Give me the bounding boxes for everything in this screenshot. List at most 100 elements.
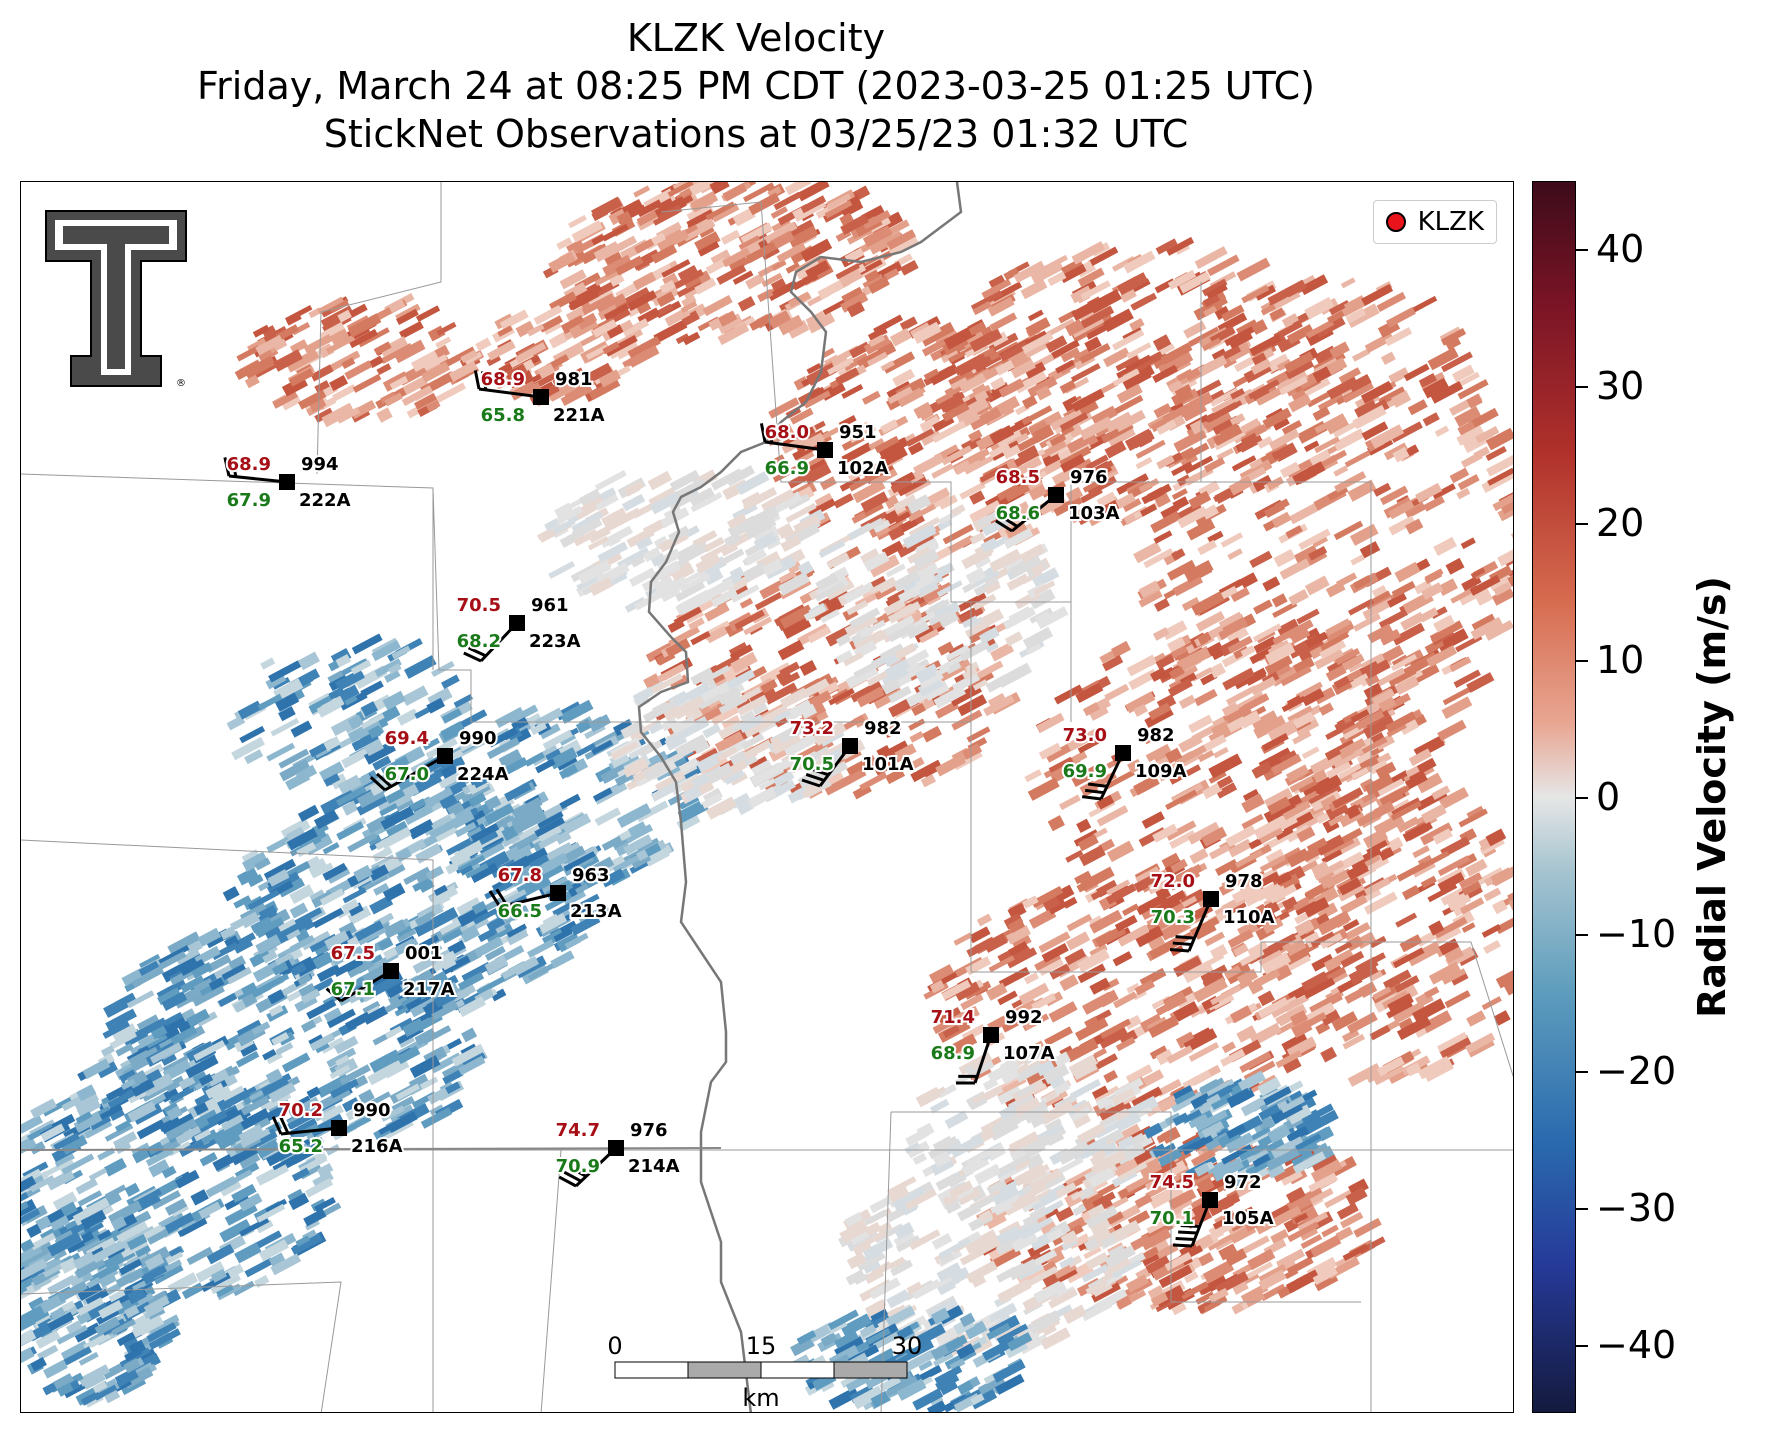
station-pressure: 976 [1070,467,1108,488]
scale-label-15: 15 [746,1332,777,1360]
wind-barb-feather [1175,935,1195,940]
radar-site-marker-icon [1385,212,1406,232]
station-marker-icon [1115,745,1131,761]
station-marker-icon [817,442,833,458]
station-pressure: 992 [1005,1007,1043,1028]
wind-barb-feather [1180,1223,1200,1228]
wind-barb-feather [801,778,821,788]
station-216A: 70.2 65.2 990 216A [271,1098,405,1159]
station-marker-icon [279,474,295,490]
legend-label: KLZK [1417,207,1484,237]
wind-barb-icon [478,387,542,399]
wind-barb-feather [805,772,825,782]
colorbar-tick [1576,523,1588,526]
station-213A: 67.8 66.5 963 213A [488,863,624,924]
station-dewpoint: 66.9 [765,458,809,479]
scale-label-0: 0 [607,1332,622,1360]
station-223A: 70.5 68.2 961 223A [455,593,583,663]
station-marker-icon [842,738,858,754]
station-214A: 74.7 70.9 976 214A [554,1118,682,1188]
colorbar-tick [1576,660,1588,663]
colorbar-tick-label: −40 [1596,1322,1677,1367]
station-id: 222A [299,490,351,511]
wind-barb-feather [1172,941,1192,947]
wind-barb-feather [369,776,387,792]
figure-title: KLZK Velocity Friday, March 24 at 08:25 … [0,14,1512,158]
wind-barb-feather [766,424,774,444]
wind-barb-feather [809,767,829,777]
colorbar-tick-label: 20 [1596,501,1645,546]
station-marker-icon [608,1140,624,1156]
station-marker-icon [1048,487,1064,503]
station-dewpoint: 65.2 [279,1136,323,1157]
wind-barb-feather [480,370,488,391]
station-id: 110A [1223,907,1275,928]
station-marker-icon [983,1027,999,1043]
station-temperature: 69.4 [385,728,429,749]
colorbar-tick-label: −20 [1596,1048,1677,1093]
wind-barb-icon [764,440,826,452]
station-marker-icon [533,389,549,405]
colorbar-tick-label: −30 [1596,1185,1677,1230]
station-dewpoint: 70.1 [1150,1208,1194,1229]
wind-barb-feather [1088,782,1108,788]
station-pressure: 001 [405,943,443,964]
station-pressure: 982 [864,718,902,739]
station-103A: 68.5 68.6 976 103A [994,465,1122,533]
station-id: 217A [403,979,455,1000]
station-221A: 68.9 65.8 981 221A [473,367,607,428]
river [637,182,963,1412]
station-pressure: 978 [1225,871,1263,892]
wind-barb-icon [384,754,446,792]
wind-barb-feather [759,423,767,443]
station-marker-icon [383,963,399,979]
wind-barb-feather [488,890,502,908]
colorbar [1532,181,1576,1413]
wind-barb-feather [568,1166,587,1178]
wind-barb-icon [340,969,392,1003]
station-marker-icon [437,748,453,764]
station-temperature: 71.4 [931,1007,975,1028]
station-temperature: 70.5 [457,595,501,616]
wind-barb-feather [1172,1243,1193,1248]
colorbar-tick [1576,1207,1588,1210]
wind-barb-feather [495,888,509,907]
station-id: 109A [1135,761,1187,782]
wind-barb-feather [467,646,487,658]
station-dewpoint: 68.9 [931,1043,975,1064]
radar-echoes [21,182,1513,1412]
wind-barb-feather [1081,795,1102,801]
wind-barb-feather [1175,1237,1195,1241]
wind-barb-feather [473,370,481,390]
station-101A: 73.2 70.5 982 101A [788,716,916,788]
station-temperature: 74.7 [556,1120,600,1141]
station-dewpoint: 70.3 [1151,907,1195,928]
colorbar-label: Radial Velocity (m/s) [1690,576,1734,1018]
wind-barb-feather [1000,515,1019,528]
wind-barb-feather [995,519,1013,533]
colorbar-tick-label: 30 [1596,364,1645,409]
wind-barb-feather [1169,948,1190,953]
station-temperature: 74.5 [1150,1172,1194,1193]
map-canvas: 68.9 65.8 981 221A 68.9 67.9 994 222A 68.0 66.9 95… [21,182,1513,1412]
map-legend: KLZK [1372,200,1497,244]
station-pressure: 951 [839,422,877,443]
station-id: 102A [837,458,889,479]
station-pressure: 990 [459,728,497,749]
station-pressure: 963 [572,865,610,886]
wind-barb-icon [280,1126,340,1136]
station-temperature: 70.2 [279,1100,323,1121]
station-id: 103A [1068,503,1120,524]
station-224A: 69.4 67.0 990 224A [369,726,511,792]
wind-barb-icon [1187,898,1213,952]
wind-barb-feather [558,1175,577,1188]
station-temperature: 68.9 [227,454,271,475]
wind-barb-feather [1085,788,1105,795]
station-107A: 71.4 68.9 992 107A [929,1005,1057,1085]
wind-barb-feather [563,1170,582,1183]
station-109A: 73.0 69.9 982 109A [1061,723,1189,801]
station-id: 105A [1222,1208,1274,1229]
station-id: 101A [862,754,914,775]
station-dewpoint: 68.2 [457,631,501,652]
station-pressure: 961 [531,595,569,616]
